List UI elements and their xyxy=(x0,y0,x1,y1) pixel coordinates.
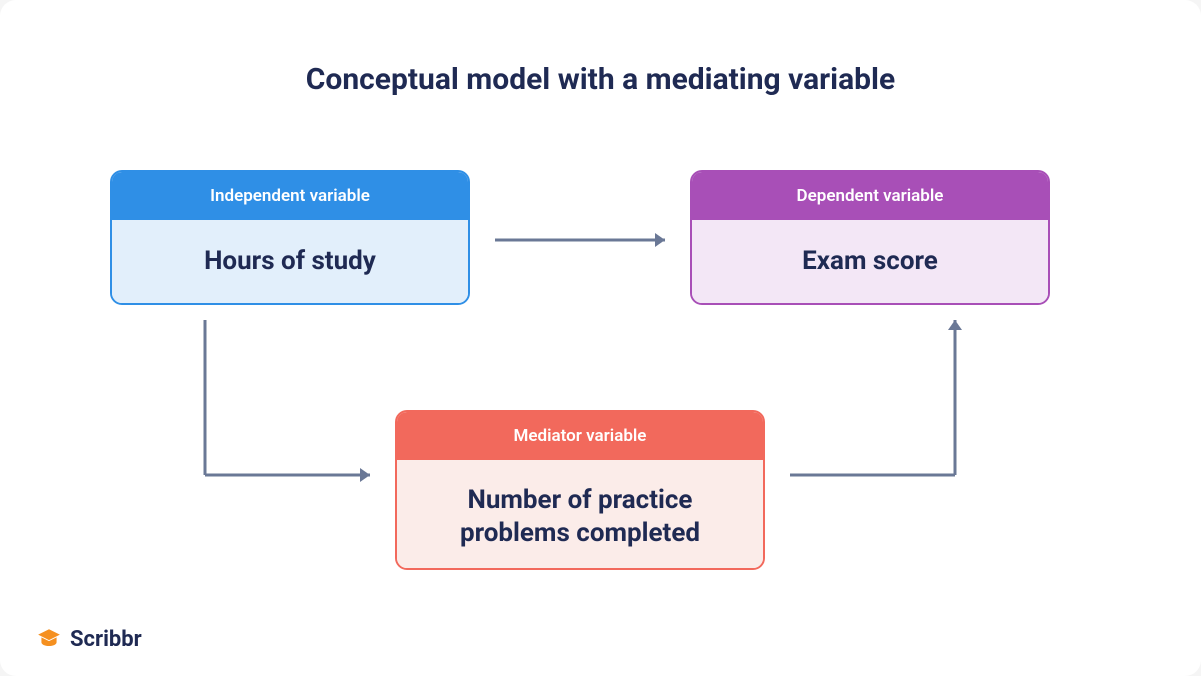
mediator-header: Mediator variable xyxy=(397,412,763,460)
mediator-body: Number of practice problems completed xyxy=(397,460,763,570)
independent-body: Hours of study xyxy=(112,220,468,303)
independent-variable-box: Independent variable Hours of study xyxy=(110,170,470,305)
brand-name: Scribbr xyxy=(70,627,142,652)
graduation-cap-icon xyxy=(36,626,62,652)
dependent-variable-box: Dependent variable Exam score xyxy=(690,170,1050,305)
brand-logo: Scribbr xyxy=(36,626,142,652)
arrows-layer xyxy=(0,0,1201,676)
diagram-canvas: Conceptual model with a mediating variab… xyxy=(0,0,1201,676)
mediator-variable-box: Mediator variable Number of practice pro… xyxy=(395,410,765,570)
independent-header: Independent variable xyxy=(112,172,468,220)
dependent-body: Exam score xyxy=(692,220,1048,303)
diagram-title: Conceptual model with a mediating variab… xyxy=(0,62,1201,97)
dependent-header: Dependent variable xyxy=(692,172,1048,220)
